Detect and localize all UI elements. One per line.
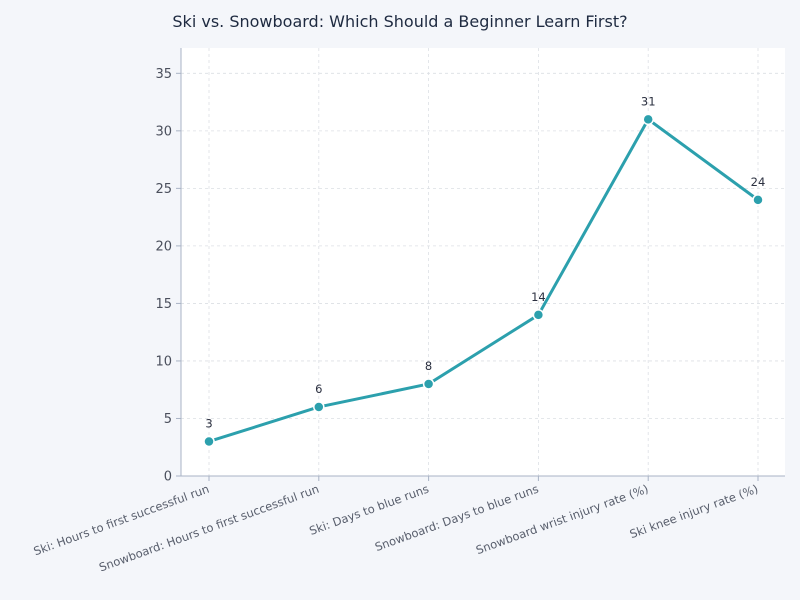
data-label: 24: [751, 175, 766, 189]
x-tick-labels: Ski: Hours to first successful runSnowbo…: [32, 482, 760, 575]
y-tick-label: 20: [155, 239, 172, 254]
y-tick-label: 30: [155, 124, 172, 139]
data-point: [752, 194, 764, 206]
x-tick-label: Ski: Hours to first successful run: [32, 482, 211, 559]
axes: 0 5 10 15 20 25 30 35: [155, 48, 785, 485]
data-label: 14: [531, 290, 546, 304]
x-tick-label: Snowboard wrist injury rate (%): [474, 482, 650, 558]
y-tick-label: 35: [155, 67, 172, 82]
chart-title: Ski vs. Snowboard: Which Should a Beginn…: [172, 12, 628, 31]
y-tick-label: 0: [164, 470, 172, 485]
data-point: [422, 378, 435, 390]
y-tick-label: 15: [155, 297, 172, 312]
y-tick-label: 25: [155, 182, 172, 197]
series-line: [208, 117, 759, 443]
y-tick-label: 5: [164, 412, 172, 427]
plot-area: [181, 48, 785, 476]
data-label: 3: [205, 416, 212, 430]
x-tick-label: Snowboard: Hours to first successful run: [97, 482, 321, 575]
y-tick-label: 10: [155, 354, 172, 369]
data-point: [532, 309, 545, 321]
data-point: [203, 435, 215, 448]
data-point: [642, 113, 654, 126]
data-label: 8: [425, 359, 432, 373]
data-label: 6: [315, 382, 322, 396]
data-series: 3 6 8 14 31 24: [203, 94, 766, 448]
data-label: 31: [641, 94, 656, 108]
data-point: [313, 401, 325, 413]
